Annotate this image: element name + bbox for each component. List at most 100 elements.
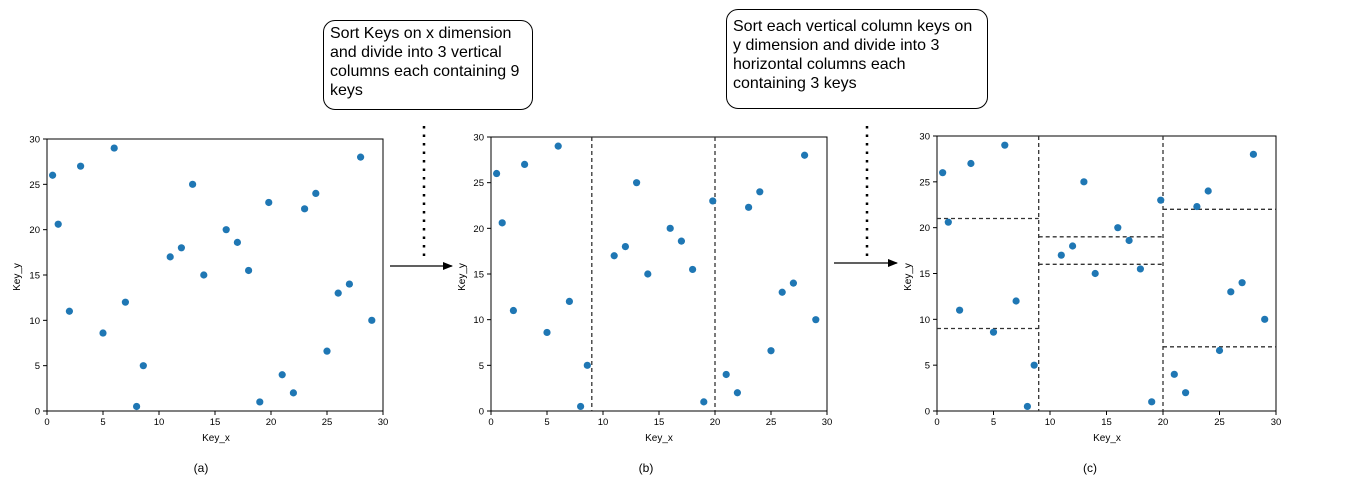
data-point <box>666 224 674 232</box>
data-point <box>1170 370 1178 378</box>
x-tick-label: 30 <box>1271 417 1282 428</box>
data-point <box>521 160 529 168</box>
callout-sort-y: Sort each vertical column keys on y dime… <box>726 9 988 109</box>
data-point <box>1227 288 1235 296</box>
x-tick-label: 20 <box>266 417 277 428</box>
x-tick-label: 5 <box>991 417 996 428</box>
y-tick-label: 5 <box>35 361 40 372</box>
data-point <box>265 198 273 207</box>
x-tick-label: 0 <box>934 417 939 428</box>
data-point <box>565 297 574 305</box>
y-tick-label: 20 <box>29 225 40 236</box>
data-point <box>222 226 230 234</box>
y-tick-label: 20 <box>919 223 930 234</box>
scatter-panel-3: 0 5 10 15 20 25 30 0 5 10 15 20 25 30 Key_x Key_y (c) <box>903 132 1281 476</box>
plot-frame <box>46 138 384 412</box>
data-point <box>334 289 342 297</box>
data-point <box>722 370 730 379</box>
x-tick-label: 15 <box>210 417 221 428</box>
data-point <box>1249 150 1257 158</box>
data-point <box>189 180 197 188</box>
data-point <box>166 253 174 261</box>
y-tick-label: 15 <box>919 269 930 280</box>
x-tick-label: 25 <box>322 417 333 428</box>
data-point <box>1182 389 1190 397</box>
y-tick-label: 25 <box>919 177 930 188</box>
y-tick-label: 30 <box>919 132 930 143</box>
data-point <box>1261 315 1269 323</box>
y-tick-label: 15 <box>473 270 484 281</box>
y-axis-label: Key_y <box>457 263 468 291</box>
panel-caption: (a) <box>194 461 209 475</box>
plot-frame <box>490 136 828 412</box>
y-axis-label: Key_y <box>12 263 23 291</box>
data-point <box>644 270 652 278</box>
data-point <box>610 252 618 260</box>
data-point <box>778 288 786 296</box>
y-axis-label: Key_y <box>903 263 914 291</box>
data-point <box>1136 265 1144 273</box>
data-point <box>621 243 630 251</box>
data-point <box>139 362 147 370</box>
data-point <box>1001 141 1009 149</box>
data-point <box>956 306 964 314</box>
data-point <box>1193 202 1201 211</box>
data-point <box>633 179 641 187</box>
x-tick-label: 10 <box>1045 417 1056 428</box>
x-tick-label: 20 <box>1158 417 1169 428</box>
data-point <box>345 280 353 288</box>
y-tick-label: 5 <box>479 361 484 372</box>
x-tick-label: 30 <box>378 417 389 428</box>
panel-caption: (c) <box>1083 461 1097 475</box>
data-point <box>357 153 365 161</box>
data-point <box>233 238 241 246</box>
data-point <box>1238 279 1246 287</box>
data-point <box>133 402 141 411</box>
data-point <box>801 151 809 159</box>
data-point <box>745 203 753 211</box>
data-point <box>121 298 129 306</box>
data-point <box>49 171 57 179</box>
data-point <box>967 159 975 168</box>
data-point <box>1157 196 1165 204</box>
x-tick-label: 25 <box>1214 417 1225 428</box>
y-tick-label: 25 <box>29 180 40 191</box>
scatter-panel-2: 0 5 10 15 20 25 30 0 5 10 15 20 25 30 Key_x Key_y (b) <box>457 133 832 476</box>
data-point <box>700 398 708 406</box>
data-point <box>1080 178 1088 186</box>
data-point <box>1215 346 1224 355</box>
data-point <box>577 402 585 411</box>
y-tick-label: 15 <box>29 271 40 282</box>
y-tick-label: 10 <box>473 315 484 326</box>
plot-frame <box>936 135 1277 412</box>
data-point <box>289 389 297 397</box>
y-tick-label: 20 <box>473 224 484 235</box>
y-tick-label: 10 <box>29 316 40 327</box>
data-point <box>789 279 798 287</box>
data-point <box>1069 242 1077 250</box>
x-tick-label: 30 <box>822 417 833 428</box>
data-point <box>733 389 742 397</box>
y-tick-label: 10 <box>919 315 930 326</box>
data-point <box>677 237 686 245</box>
data-point <box>1148 398 1156 406</box>
data-point <box>77 162 85 170</box>
y-tick-label: 30 <box>29 135 40 146</box>
scatter-panel-1: 0 5 10 15 20 25 30 0 5 10 15 20 25 30 Key_x Key_y (a) <box>12 135 388 476</box>
data-point <box>543 328 551 337</box>
y-tick-label: 30 <box>473 133 484 144</box>
data-point <box>368 316 376 324</box>
data-point <box>245 266 253 275</box>
data-point <box>1012 297 1020 305</box>
x-tick-label: 15 <box>654 417 665 428</box>
x-axis-label: Key_x <box>1093 433 1121 444</box>
data-point <box>200 271 208 279</box>
data-point <box>709 197 717 205</box>
y-tick-label: 0 <box>479 407 484 418</box>
callout-sort-x: Sort Keys on x dimension and divide into… <box>323 20 533 110</box>
data-point <box>1030 361 1038 369</box>
y-tick-label: 0 <box>925 407 930 418</box>
data-point <box>767 347 775 355</box>
x-tick-label: 25 <box>766 417 777 428</box>
data-point <box>1125 236 1133 245</box>
